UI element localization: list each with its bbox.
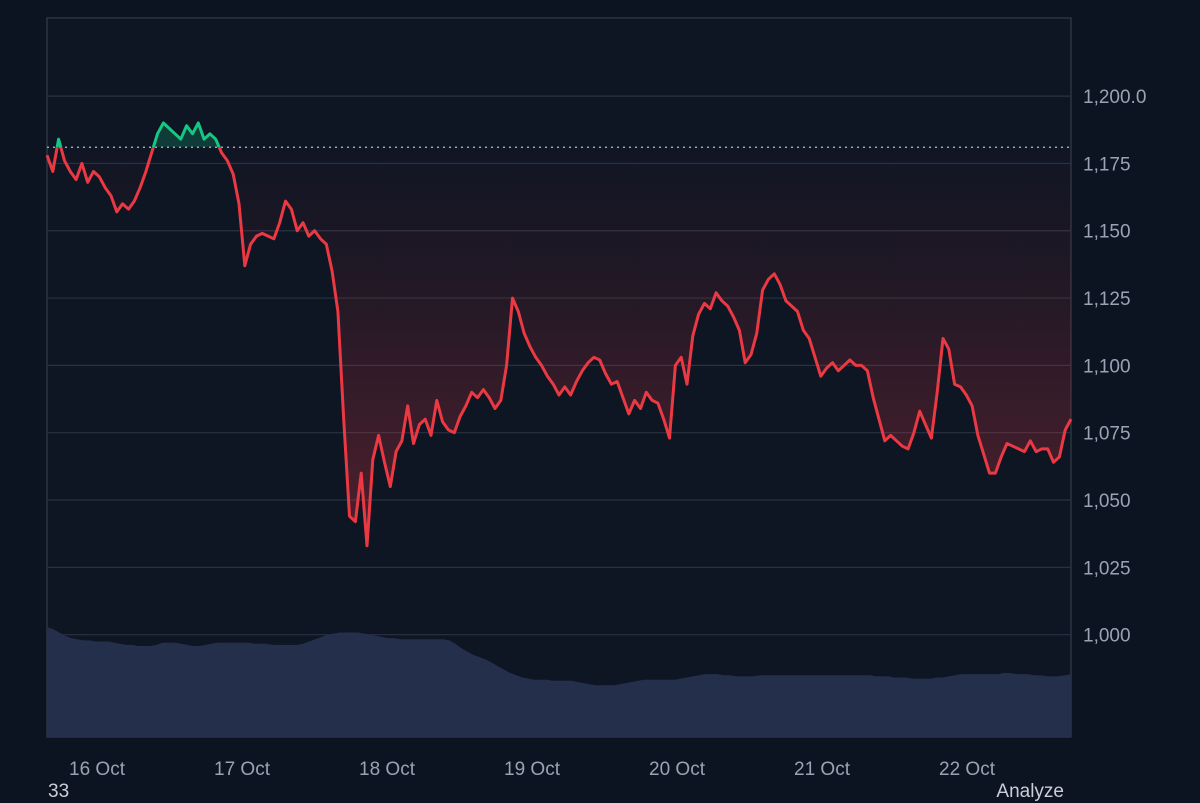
y-tick-label: 1,150 <box>1083 222 1131 243</box>
volume-area <box>47 626 1071 737</box>
y-tick-label: 1,000 <box>1083 626 1131 647</box>
x-tick-label: 19 Oct <box>504 759 561 780</box>
y-tick-label: 1,025 <box>1083 558 1131 579</box>
x-tick-label: 20 Oct <box>649 759 706 780</box>
y-tick-label: 1,125 <box>1083 289 1131 310</box>
y-tick-label: 1,075 <box>1083 424 1131 445</box>
y-tick-label: 1,200.0 <box>1083 87 1146 108</box>
price-line-down <box>45 147 1073 548</box>
price-fill-area <box>47 123 1071 546</box>
x-tick-label: 16 Oct <box>69 759 126 780</box>
analyze-button[interactable]: Analyze <box>996 781 1064 802</box>
x-tick-label: 17 Oct <box>214 759 271 780</box>
volume-series <box>47 626 1071 737</box>
price-line-up <box>55 121 221 148</box>
x-axis-ticks: 16 Oct 17 Oct 18 Oct 19 Oct 20 Oct 21 Oct 22 O… <box>69 759 996 780</box>
y-axis-ticks: 1,000 1,025 1,050 1,075 1,100 1,125 1,150 1,175… <box>1083 87 1146 647</box>
below-baseline-fill <box>47 147 1071 546</box>
x-tick-label: 22 Oct <box>939 759 996 780</box>
y-tick-label: 1,175 <box>1083 154 1131 175</box>
y-tick-label: 1,050 <box>1083 491 1131 512</box>
x-tick-label: 21 Oct <box>794 759 851 780</box>
price-line <box>45 121 1073 548</box>
x-tick-label: 18 Oct <box>359 759 416 780</box>
footer-left-label: 33 <box>48 781 70 802</box>
y-tick-label: 1,100 <box>1083 356 1131 377</box>
